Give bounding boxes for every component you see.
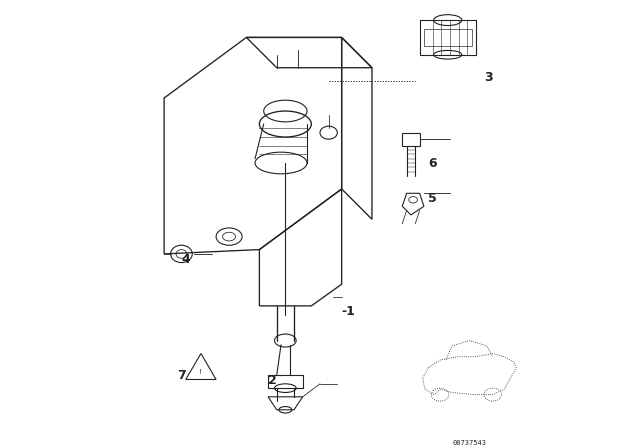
Text: 4: 4 (182, 253, 190, 266)
Text: 7: 7 (177, 370, 186, 383)
Text: 6: 6 (428, 157, 437, 170)
Text: !: ! (198, 369, 202, 375)
Text: 2: 2 (268, 374, 276, 387)
Text: 5: 5 (428, 192, 437, 205)
Text: -1: -1 (342, 305, 356, 318)
Text: 3: 3 (484, 71, 493, 84)
